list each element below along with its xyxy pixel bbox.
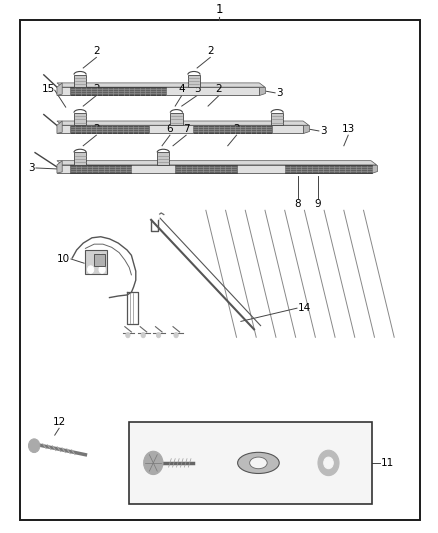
Text: 2: 2 — [93, 46, 100, 56]
Text: 7: 7 — [183, 124, 190, 134]
Circle shape — [174, 333, 178, 338]
Circle shape — [88, 266, 94, 273]
Polygon shape — [57, 121, 62, 133]
Polygon shape — [57, 121, 309, 125]
Bar — [70, 87, 166, 95]
Circle shape — [126, 333, 130, 338]
Text: 14: 14 — [298, 303, 311, 313]
Text: 2: 2 — [93, 84, 100, 94]
Polygon shape — [57, 83, 62, 95]
Bar — [129, 422, 372, 504]
Bar — [193, 126, 272, 133]
Text: 6: 6 — [166, 124, 173, 134]
Polygon shape — [57, 160, 62, 173]
Bar — [175, 165, 237, 173]
Polygon shape — [74, 152, 86, 165]
Polygon shape — [57, 160, 377, 165]
Circle shape — [156, 333, 161, 338]
Polygon shape — [85, 250, 107, 274]
Polygon shape — [57, 125, 303, 133]
Polygon shape — [371, 165, 377, 173]
Circle shape — [28, 439, 40, 453]
Text: 3: 3 — [28, 163, 35, 173]
Polygon shape — [303, 125, 309, 133]
Bar — [94, 254, 105, 266]
Circle shape — [324, 457, 333, 469]
Text: 15: 15 — [42, 84, 55, 94]
Polygon shape — [57, 165, 371, 173]
Bar — [70, 126, 149, 133]
Circle shape — [141, 333, 145, 338]
Text: 4: 4 — [178, 84, 185, 94]
Polygon shape — [57, 87, 259, 95]
Text: 1: 1 — [215, 3, 223, 15]
Circle shape — [154, 213, 159, 220]
Bar — [70, 165, 131, 173]
Circle shape — [98, 254, 104, 262]
Text: 3: 3 — [276, 88, 283, 98]
Circle shape — [99, 266, 105, 273]
Polygon shape — [74, 75, 86, 87]
Text: 10: 10 — [57, 254, 70, 264]
Polygon shape — [188, 75, 200, 87]
Text: 12: 12 — [53, 417, 66, 427]
Polygon shape — [57, 83, 265, 87]
Text: 2: 2 — [215, 84, 223, 94]
Bar — [285, 165, 372, 173]
Text: 3: 3 — [320, 126, 326, 136]
Polygon shape — [259, 87, 265, 95]
Text: 2: 2 — [207, 46, 214, 56]
Text: 2: 2 — [93, 124, 100, 134]
Polygon shape — [157, 152, 170, 165]
Text: 8: 8 — [294, 199, 301, 208]
Polygon shape — [271, 112, 283, 125]
Circle shape — [318, 450, 339, 475]
Ellipse shape — [237, 453, 279, 473]
Ellipse shape — [250, 457, 267, 469]
Polygon shape — [74, 112, 86, 125]
Text: 13: 13 — [342, 124, 355, 134]
Text: 11: 11 — [381, 458, 394, 468]
Polygon shape — [170, 112, 183, 125]
Text: 9: 9 — [314, 199, 321, 208]
Circle shape — [117, 233, 124, 240]
Text: 2: 2 — [233, 124, 240, 134]
Text: 5: 5 — [194, 84, 201, 94]
Circle shape — [144, 451, 163, 474]
